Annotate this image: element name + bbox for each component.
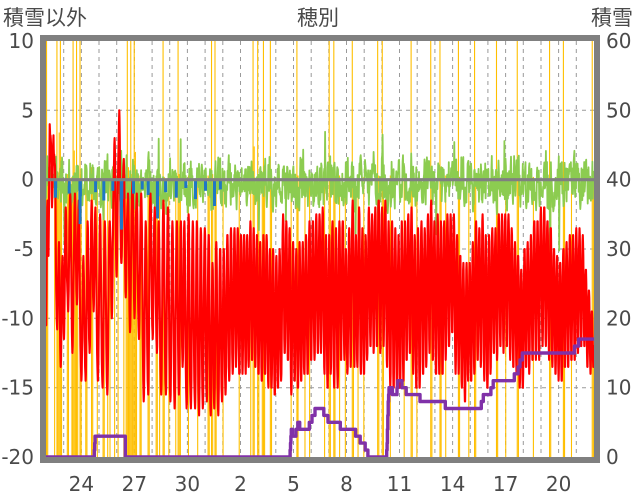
- chart-title: 穂別: [297, 6, 339, 30]
- x-tick-label: 27: [122, 472, 147, 496]
- x-tick-label: 11: [387, 472, 412, 496]
- right-tick-label: 30: [606, 237, 631, 261]
- right-axis-title: 積雪: [591, 6, 633, 30]
- right-tick-label: 40: [606, 168, 631, 192]
- left-tick-label: -20: [1, 445, 34, 469]
- left-tick-label: 10: [9, 29, 34, 53]
- x-tick-label: 5: [287, 472, 300, 496]
- right-tick-label: 50: [606, 98, 631, 122]
- plot-frame: [40, 35, 600, 463]
- x-tick-label: 24: [69, 472, 94, 496]
- right-tick-label: 10: [606, 376, 631, 400]
- left-tick-label: 0: [21, 168, 34, 192]
- left-tick-label: -10: [1, 306, 34, 330]
- series-precipitation: [54, 179, 222, 230]
- series-temperature: [44, 109, 596, 417]
- right-tick-label: 60: [606, 29, 631, 53]
- x-tick-label: 30: [175, 472, 200, 496]
- x-tick-label: 20: [546, 472, 571, 496]
- left-tick-label: -15: [1, 376, 34, 400]
- right-tick-label: 20: [606, 306, 631, 330]
- x-tick-label: 8: [340, 472, 353, 496]
- right-tick-label: 0: [606, 445, 619, 469]
- left-axis-title: 積雪以外: [3, 6, 87, 30]
- x-tick-label: 2: [234, 472, 247, 496]
- left-tick-label: 5: [21, 98, 34, 122]
- left-tick-label: -5: [14, 237, 34, 261]
- x-tick-label: 14: [440, 472, 465, 496]
- x-tick-label: 17: [493, 472, 518, 496]
